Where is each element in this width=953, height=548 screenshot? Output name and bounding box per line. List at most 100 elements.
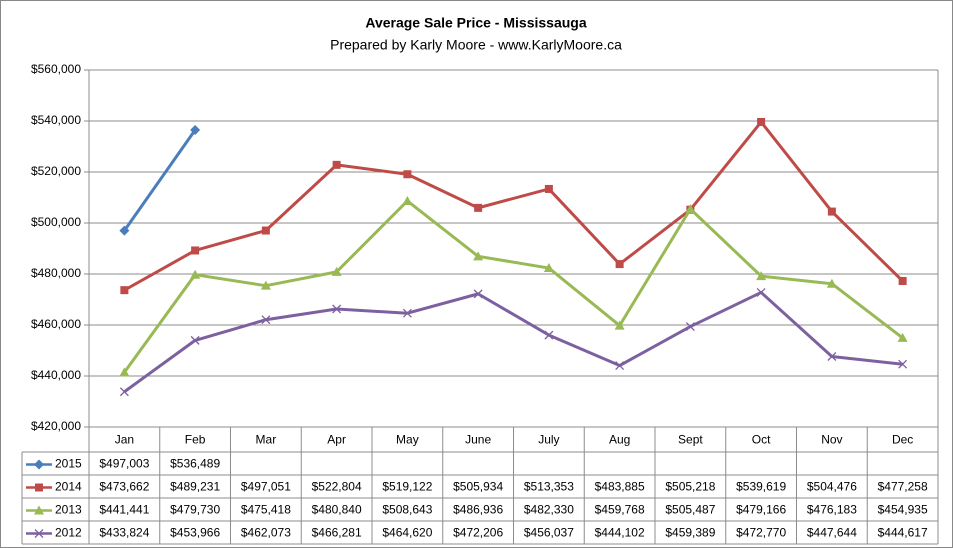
table-value: $454,935 bbox=[878, 503, 928, 517]
series-line bbox=[123, 129, 197, 232]
table-value: $473,662 bbox=[99, 480, 149, 494]
table-value: $505,934 bbox=[453, 480, 503, 494]
table-value: $539,619 bbox=[736, 480, 786, 494]
table-value: $489,231 bbox=[170, 480, 220, 494]
legend-marker bbox=[34, 529, 44, 538]
table-value: $479,166 bbox=[736, 503, 786, 517]
table-value: $459,768 bbox=[595, 503, 645, 517]
table-value: $513,353 bbox=[524, 480, 574, 494]
table-value: $433,824 bbox=[99, 526, 149, 540]
legend-label: 2012 bbox=[55, 526, 82, 540]
table-value: $476,183 bbox=[807, 503, 857, 517]
x-tick-label: Jan bbox=[115, 433, 134, 447]
series-line bbox=[123, 290, 903, 393]
table-value: $519,122 bbox=[382, 480, 432, 494]
data-point bbox=[190, 335, 200, 345]
table-value: $475,418 bbox=[241, 503, 291, 517]
table-value: $447,644 bbox=[807, 526, 857, 540]
table-value: $522,804 bbox=[312, 480, 362, 494]
table-value: $480,840 bbox=[312, 503, 362, 517]
data-point bbox=[261, 315, 271, 325]
data-point bbox=[898, 276, 907, 285]
table-value: $477,258 bbox=[878, 480, 928, 494]
data-point bbox=[119, 225, 130, 236]
data-point bbox=[119, 387, 129, 397]
x-tick-label: Oct bbox=[752, 433, 771, 447]
x-tick-label: Mar bbox=[256, 433, 277, 447]
data-point bbox=[190, 124, 201, 135]
table-value: $453,966 bbox=[170, 526, 220, 540]
chart-title: Average Sale Price - Mississauga bbox=[365, 15, 586, 31]
table-value: $466,281 bbox=[312, 526, 362, 540]
chart-subtitle: Prepared by Karly Moore - www.KarlyMoore… bbox=[330, 37, 622, 53]
data-point bbox=[332, 160, 341, 169]
legend-marker bbox=[35, 483, 43, 492]
x-tick-label: Sept bbox=[678, 433, 703, 447]
y-tick-label: $500,000 bbox=[31, 215, 81, 229]
legend-label: 2015 bbox=[55, 457, 82, 471]
data-point bbox=[757, 117, 766, 126]
x-tick-label: Feb bbox=[185, 433, 206, 447]
table-value: $505,487 bbox=[665, 503, 715, 517]
table-value: $444,102 bbox=[595, 526, 645, 540]
y-tick-label: $560,000 bbox=[31, 62, 81, 76]
data-point bbox=[615, 361, 625, 370]
table-value: $441,441 bbox=[99, 503, 149, 517]
x-tick-label: Aug bbox=[609, 433, 630, 447]
table-value: $472,206 bbox=[453, 526, 503, 540]
data-point bbox=[473, 251, 484, 261]
table-value: $497,051 bbox=[241, 480, 291, 494]
data-point bbox=[403, 170, 412, 179]
x-tick-label: Nov bbox=[821, 433, 842, 447]
data-point bbox=[402, 308, 412, 318]
data-point bbox=[615, 260, 624, 269]
table-value: $479,730 bbox=[170, 503, 220, 517]
data-point bbox=[614, 320, 625, 330]
y-tick-label: $540,000 bbox=[31, 113, 81, 127]
data-point bbox=[191, 246, 200, 255]
y-tick-label: $480,000 bbox=[31, 266, 81, 280]
y-tick-label: $520,000 bbox=[31, 164, 81, 178]
data-point bbox=[898, 359, 908, 369]
data-point bbox=[685, 204, 696, 214]
x-tick-label: Dec bbox=[892, 433, 913, 447]
table-value: $536,489 bbox=[170, 457, 220, 471]
table-value: $505,218 bbox=[665, 480, 715, 494]
y-tick-label: $460,000 bbox=[31, 317, 81, 331]
y-tick-label: $420,000 bbox=[31, 419, 81, 433]
data-point bbox=[402, 195, 413, 205]
data-point bbox=[190, 269, 201, 279]
data-point bbox=[260, 280, 271, 290]
table-value: $508,643 bbox=[382, 503, 432, 517]
legend-marker bbox=[34, 505, 44, 515]
table-value: $456,037 bbox=[524, 526, 574, 540]
data-point bbox=[543, 263, 554, 273]
table-value: $462,073 bbox=[241, 526, 291, 540]
x-tick-label: May bbox=[396, 433, 419, 447]
legend-label: 2013 bbox=[55, 503, 82, 517]
data-point bbox=[826, 278, 837, 288]
data-point bbox=[827, 207, 836, 216]
table-value: $486,936 bbox=[453, 503, 503, 517]
data-point bbox=[544, 184, 553, 193]
data-point bbox=[827, 352, 837, 361]
data-point bbox=[119, 367, 130, 377]
table-value: $482,330 bbox=[524, 503, 574, 517]
data-point bbox=[261, 226, 270, 235]
table-value: $459,389 bbox=[665, 526, 715, 540]
legend-marker bbox=[34, 459, 44, 470]
data-point bbox=[685, 322, 695, 332]
table-value: $497,003 bbox=[99, 457, 149, 471]
series-line bbox=[123, 199, 904, 374]
data-point bbox=[331, 266, 342, 276]
data-point bbox=[756, 271, 767, 281]
x-tick-label: June bbox=[465, 433, 491, 447]
x-tick-label: July bbox=[538, 433, 559, 447]
table-value: $472,770 bbox=[736, 526, 786, 540]
legend-label: 2014 bbox=[55, 480, 82, 494]
data-point bbox=[120, 286, 129, 295]
table-value: $504,476 bbox=[807, 480, 857, 494]
data-point bbox=[756, 287, 766, 297]
data-point bbox=[544, 330, 554, 340]
